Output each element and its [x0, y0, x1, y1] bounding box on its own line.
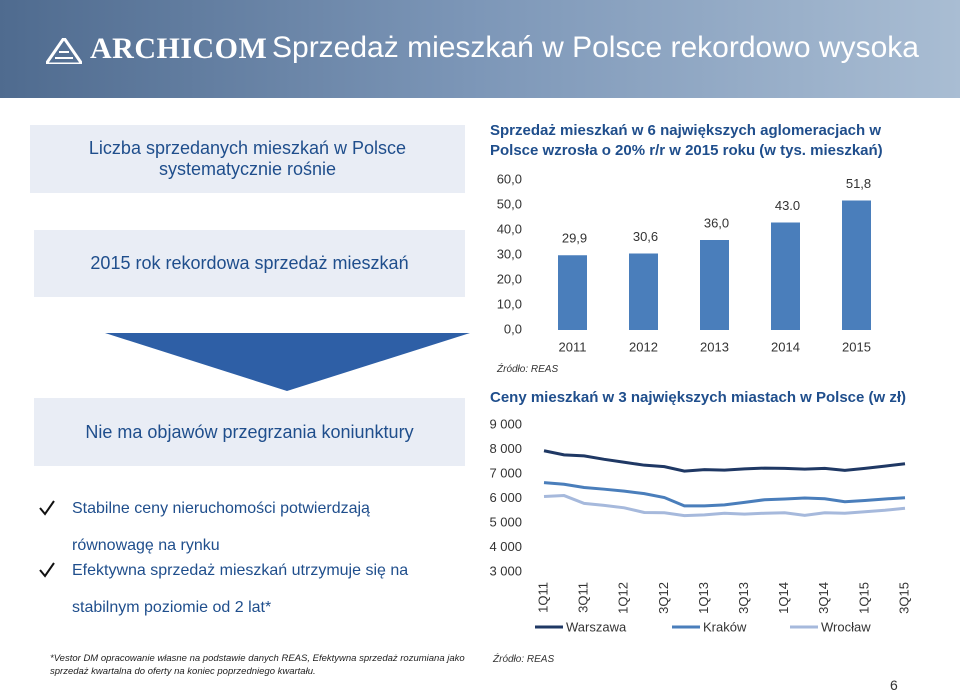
y-tick-label: 0,0	[504, 321, 522, 336]
page-number: 6	[890, 677, 898, 693]
bar	[558, 255, 587, 330]
header-bar	[0, 0, 960, 98]
bar	[700, 240, 729, 330]
series-line	[543, 449, 906, 473]
x-tick-label: 3Q13	[736, 582, 751, 614]
x-tick-label: 2015	[842, 339, 871, 354]
bar	[842, 200, 871, 330]
value-label: 43.0	[775, 198, 800, 213]
y-tick-label: 6 000	[489, 490, 522, 505]
x-tick-label: 1Q12	[616, 582, 631, 614]
info-text: Liczba sprzedanych mieszkań w Polsce sys…	[88, 138, 407, 179]
logo-icon	[46, 38, 82, 64]
y-tick-label: 8 000	[489, 441, 522, 456]
x-tick-label: 2014	[771, 339, 800, 354]
footnote: *Vestor DM opracowanie własne na podstaw…	[50, 653, 465, 677]
x-tick-label: 1Q15	[856, 582, 871, 614]
source: Źródło: REAS	[493, 654, 555, 665]
x-tick-label: 2012	[629, 339, 658, 354]
y-tick-label: 40,0	[497, 221, 522, 236]
chart-title: Ceny mieszkań w 3 największych miastach …	[490, 389, 907, 406]
info-text: Nie ma objawów przegrzania koniunktury	[85, 421, 414, 442]
y-tick-label: 7 000	[489, 465, 522, 480]
logo: ARCHICOM	[90, 32, 268, 65]
y-tick-label: 5 000	[489, 514, 522, 529]
legend-label: Warszawa	[566, 619, 627, 634]
series-line	[543, 494, 906, 518]
x-tick-label: 3Q14	[816, 582, 831, 614]
value-label: 51,8	[846, 176, 871, 191]
y-tick-label: 30,0	[497, 246, 522, 261]
value-label: 29,9	[562, 231, 587, 246]
info-text: 2015 rok rekordowa sprzedaż mieszkań	[90, 253, 409, 273]
x-tick-label: 2011	[559, 339, 587, 354]
x-tick-label: 1Q14	[776, 582, 791, 614]
y-tick-label: 9 000	[489, 416, 522, 431]
bar	[771, 222, 800, 330]
info-box: 2015 rok rekordowa sprzedaż mieszkań	[34, 230, 465, 297]
x-tick-label: 1Q11	[535, 582, 550, 613]
y-tick-label: 50,0	[497, 196, 522, 211]
legend-label: Kraków	[703, 619, 747, 634]
bullet-text: Stabilne ceny nieruchomości potwierdzają…	[72, 500, 370, 554]
source: Źródło: REAS	[497, 364, 559, 375]
info-box: Nie ma objawów przegrzania koniunktury	[34, 398, 465, 466]
bar	[629, 253, 658, 330]
y-tick-label: 20,0	[497, 271, 522, 286]
slide-title: Sprzedaż mieszkań w Polsce rekordowo wys…	[272, 31, 919, 64]
chart-title: Sprzedaż mieszkań w 6 największych aglom…	[490, 122, 883, 159]
y-tick-label: 10,0	[497, 296, 522, 311]
x-tick-label: 3Q15	[896, 582, 911, 614]
bullet-text: Efektywna sprzedaż mieszkań utrzymuje si…	[72, 562, 409, 616]
legend-label: Wrocław	[821, 619, 871, 634]
info-box: Liczba sprzedanych mieszkań w Polsce sys…	[30, 125, 465, 193]
value-label: 36,0	[704, 215, 729, 230]
y-tick-label: 60,0	[497, 171, 522, 186]
arrow-shape	[105, 333, 470, 391]
series-line	[543, 481, 906, 508]
value-label: 30,6	[633, 229, 658, 244]
y-tick-label: 3 000	[489, 563, 522, 578]
y-tick-label: 4 000	[489, 539, 522, 554]
x-tick-label: 1Q13	[696, 582, 711, 614]
x-tick-label: 2013	[700, 339, 729, 354]
check-icons	[39, 500, 55, 578]
x-tick-label: 3Q12	[656, 582, 671, 614]
x-tick-label: 3Q11	[576, 582, 591, 613]
